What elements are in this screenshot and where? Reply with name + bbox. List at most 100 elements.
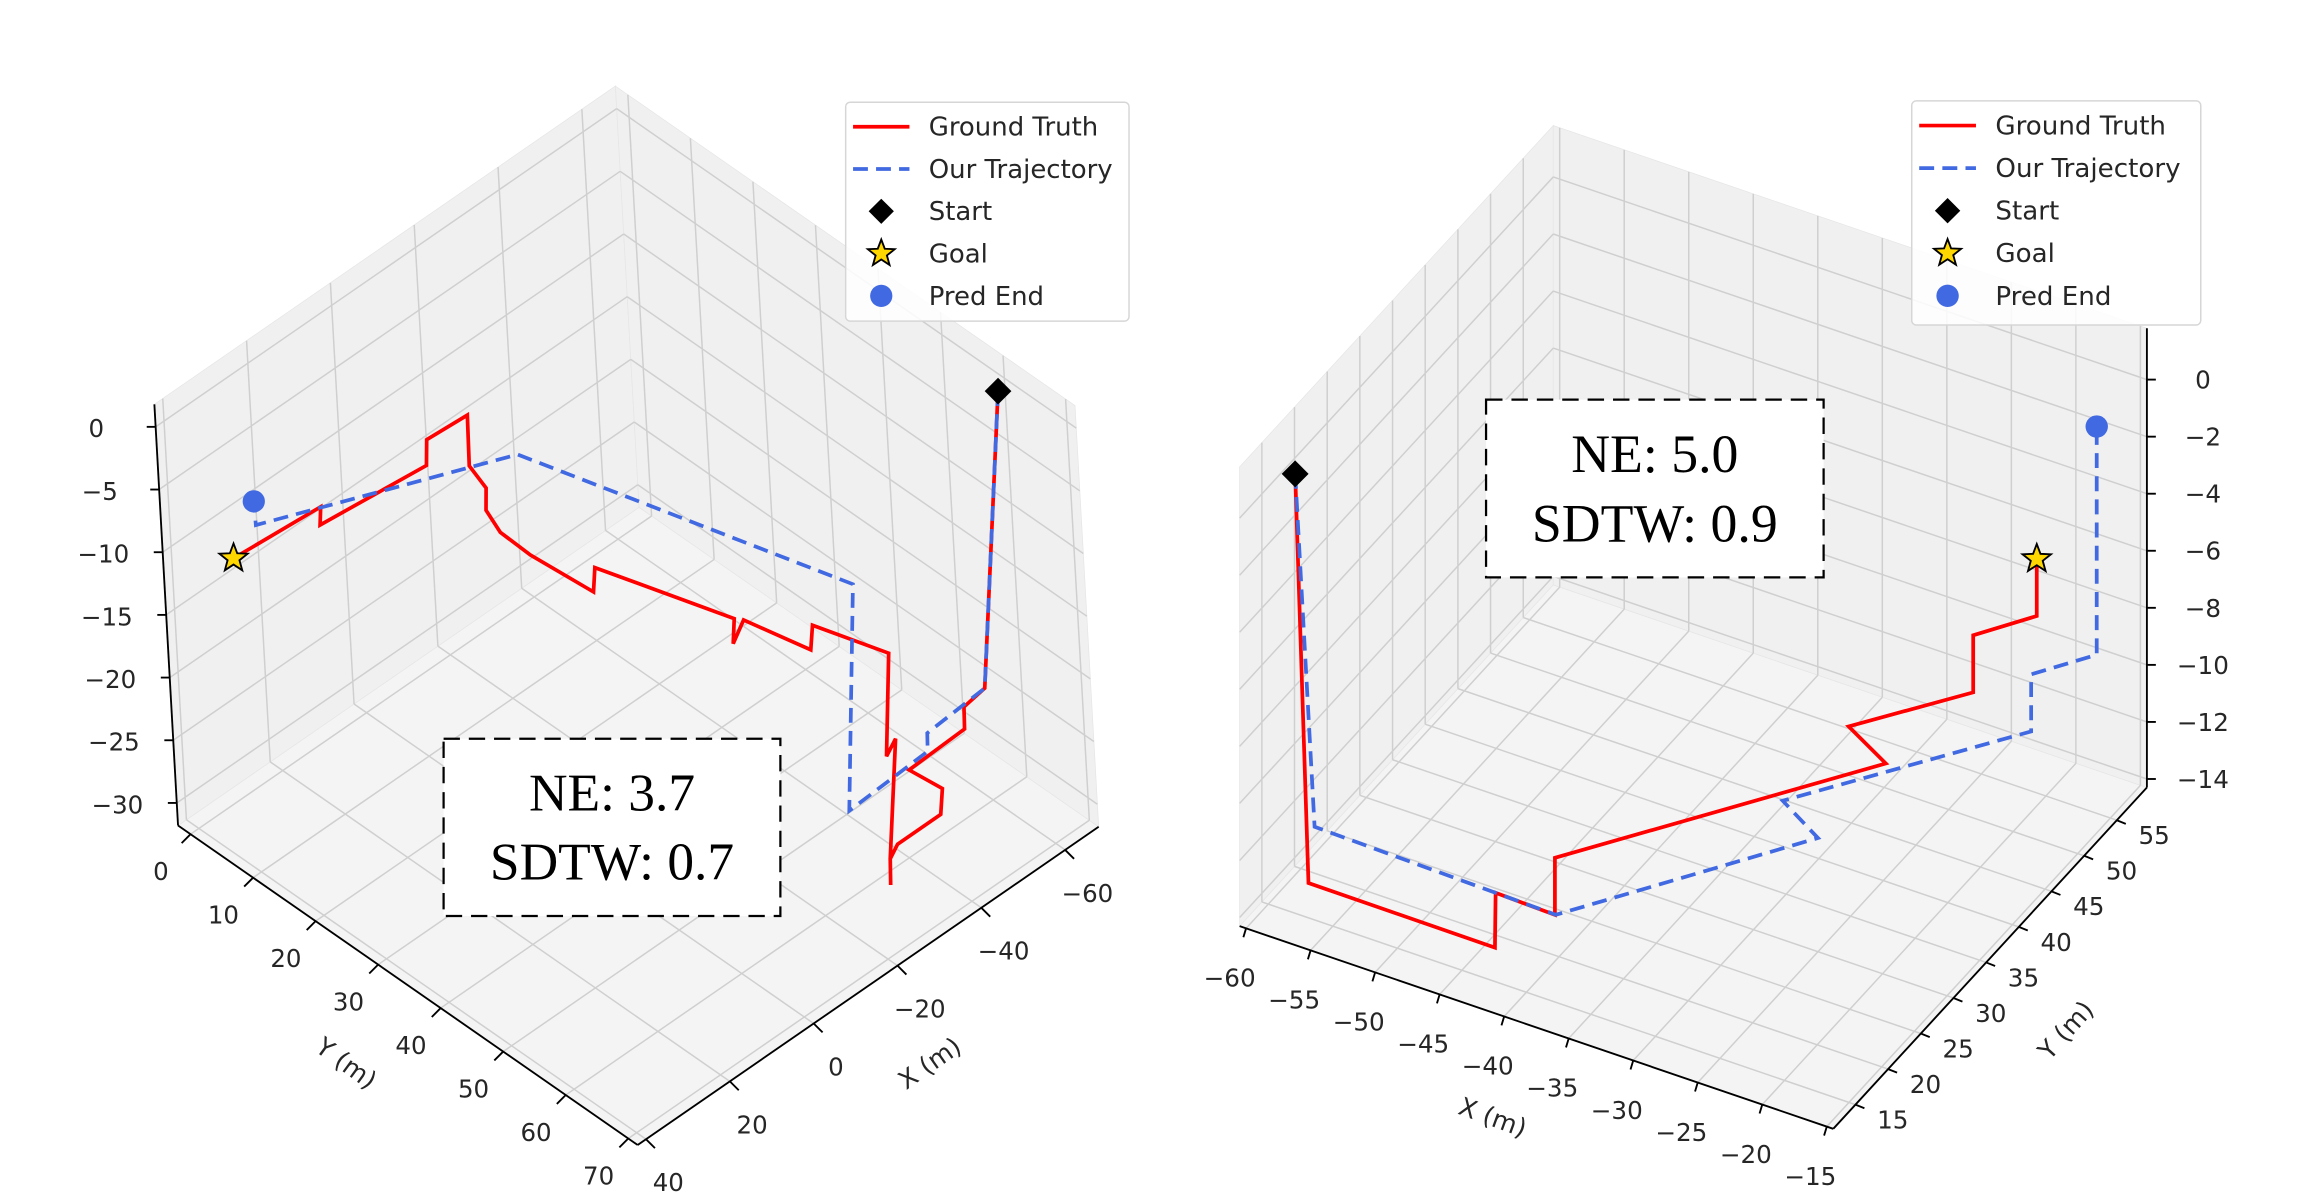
y-tick-label-mark	[1953, 997, 1963, 1003]
legend-label: Goal	[929, 239, 988, 269]
x-axis-line	[1239, 925, 1834, 1130]
grid-line-y	[1261, 901, 1856, 1106]
x-tick-label: −45	[1397, 1030, 1449, 1059]
plot-left: −60 −40 −20 0 20 40 0 10 20 30 40 50 60 70 0 −5 −10 −15 −2…	[78, 85, 1130, 1197]
ground-truth-line	[232, 391, 1000, 886]
ne-value: NE: 3.7	[529, 763, 695, 823]
grid-line-z	[158, 170, 621, 491]
x-tick-label: −50	[1333, 1008, 1385, 1037]
y-axis-line	[177, 824, 639, 1146]
grid-line-z	[1239, 176, 1554, 519]
grid-line-y	[565, 776, 1028, 1096]
grid-line-x	[1245, 586, 1561, 929]
x-tick-label-mark	[1436, 994, 1441, 1004]
y-tick-label-mark	[180, 833, 192, 844]
x-tick-label: −60	[1062, 879, 1114, 908]
goal-marker	[216, 540, 251, 573]
grid-line-z	[1239, 575, 1554, 919]
y-axis-line	[1832, 786, 2148, 1130]
x-tick-label-mark	[1823, 1126, 1828, 1136]
z-tick-label: −5	[82, 477, 118, 506]
metrics-annotation: NE: 5.0 SDTW: 0.9	[1484, 398, 1825, 579]
y-tick-label: 20	[1910, 1070, 1941, 1099]
y-tick-label-mark	[556, 1094, 567, 1105]
y-tick-label-mark	[1920, 1032, 1931, 1038]
z-tick-label: −10	[2177, 651, 2229, 680]
our-trajectory-line	[251, 391, 1000, 815]
ground-truth-line	[1293, 473, 2039, 951]
y-tick-label: 50	[2106, 857, 2137, 886]
pred-end-marker	[242, 490, 265, 513]
legend-start-icon	[868, 198, 894, 224]
plot-right: −60−55−50−45−40−35−30−25−20−151520253035…	[1204, 100, 2229, 1191]
legend-label: Our Trajectory	[1995, 154, 2180, 184]
grid-line-y	[627, 819, 1090, 1140]
x-tick-label-mark	[1565, 1038, 1570, 1048]
axes	[153, 404, 1100, 1146]
y-tick-label-mark	[1855, 1103, 1865, 1110]
ne-value: NE: 5.0	[1571, 424, 1738, 484]
grid-line-y	[1490, 652, 2085, 857]
x-tick-label: −40	[1462, 1052, 1514, 1081]
grid-line-x	[1503, 674, 1819, 1017]
y-tick-label: 20	[270, 944, 301, 973]
z-tick-label: −10	[78, 540, 130, 569]
grid-line-z	[1239, 233, 1554, 576]
grid-line-z	[619, 170, 1081, 492]
grid-line-y	[1392, 759, 1987, 964]
annotation-box	[1484, 398, 1825, 579]
grid-line-y	[1424, 723, 2020, 928]
y-tick-label-mark	[493, 1050, 504, 1062]
y-tick-label-mark	[431, 1007, 442, 1018]
z-tick-label: −20	[85, 665, 137, 694]
y-tick-label: 0	[153, 857, 169, 886]
x-tick-label-mark	[980, 907, 991, 918]
grid-line-x	[1761, 762, 2077, 1106]
y-tick-label-mark	[1887, 1068, 1898, 1074]
grid-line-x	[1439, 652, 1754, 995]
grid-line-z	[172, 421, 635, 741]
grid-line-z	[169, 358, 632, 679]
tick-labels: −60 −40 −20 0 20 40 0 10 20 30 40 50 60 70 0 −5 −10 −15 −2…	[78, 414, 1114, 1197]
x-tick-label: 0	[828, 1052, 844, 1081]
x-tick-label: −35	[1526, 1074, 1578, 1103]
y-axis-label: Y (m)	[310, 1031, 383, 1095]
legend-goal-icon	[865, 236, 898, 268]
y-tick-label: 15	[1877, 1106, 1908, 1135]
x-tick-label: 40	[653, 1168, 684, 1197]
grid-line-y	[1294, 865, 1889, 1070]
x-tick-label-mark	[1629, 1060, 1635, 1070]
y-tick-label-mark	[1985, 961, 1996, 967]
x-axis-label: X (m)	[1455, 1091, 1531, 1143]
z-tick-label: −30	[92, 790, 144, 819]
grid-line-x	[1697, 740, 2012, 1084]
x-tick-label: −40	[978, 937, 1030, 966]
x-tick-label-mark	[645, 1138, 656, 1149]
y-tick-label-mark	[2018, 926, 2029, 932]
tick-labels: −60−55−50−45−40−35−30−25−20−151520253035…	[1204, 366, 2229, 1191]
z-axis-line	[153, 404, 179, 826]
y-tick-label-mark	[2051, 890, 2061, 896]
grid-line-y	[1523, 616, 2118, 821]
grid-line-x	[185, 819, 647, 1140]
y-tick-label: 40	[2040, 928, 2071, 957]
y-tick-label: 70	[583, 1161, 614, 1190]
grid-line-x	[269, 761, 731, 1082]
x-tick-label: −25	[1655, 1118, 1707, 1147]
x-tick-label-mark	[1307, 950, 1312, 960]
y-tick-label-mark	[306, 920, 317, 931]
y-tick-label: 30	[333, 988, 364, 1017]
grid-line-z	[1553, 176, 2148, 381]
x-tick-label-mark	[729, 1080, 740, 1091]
x-tick-label-mark	[1694, 1082, 1699, 1092]
grid-line-x	[1826, 784, 2141, 1128]
legend-label: Ground Truth	[1995, 112, 2166, 142]
metrics-annotation: NE: 3.7 SDTW: 0.7	[442, 737, 782, 918]
grid-line-z	[1553, 290, 2148, 495]
grid-lines	[155, 94, 1098, 1140]
legend: Ground Truth Our Trajectory Start Goal Pred …	[1910, 100, 2202, 326]
y-tick-label: 10	[208, 901, 239, 930]
grid-line-y	[1457, 687, 2052, 893]
x-tick-label: −30	[1591, 1096, 1643, 1125]
